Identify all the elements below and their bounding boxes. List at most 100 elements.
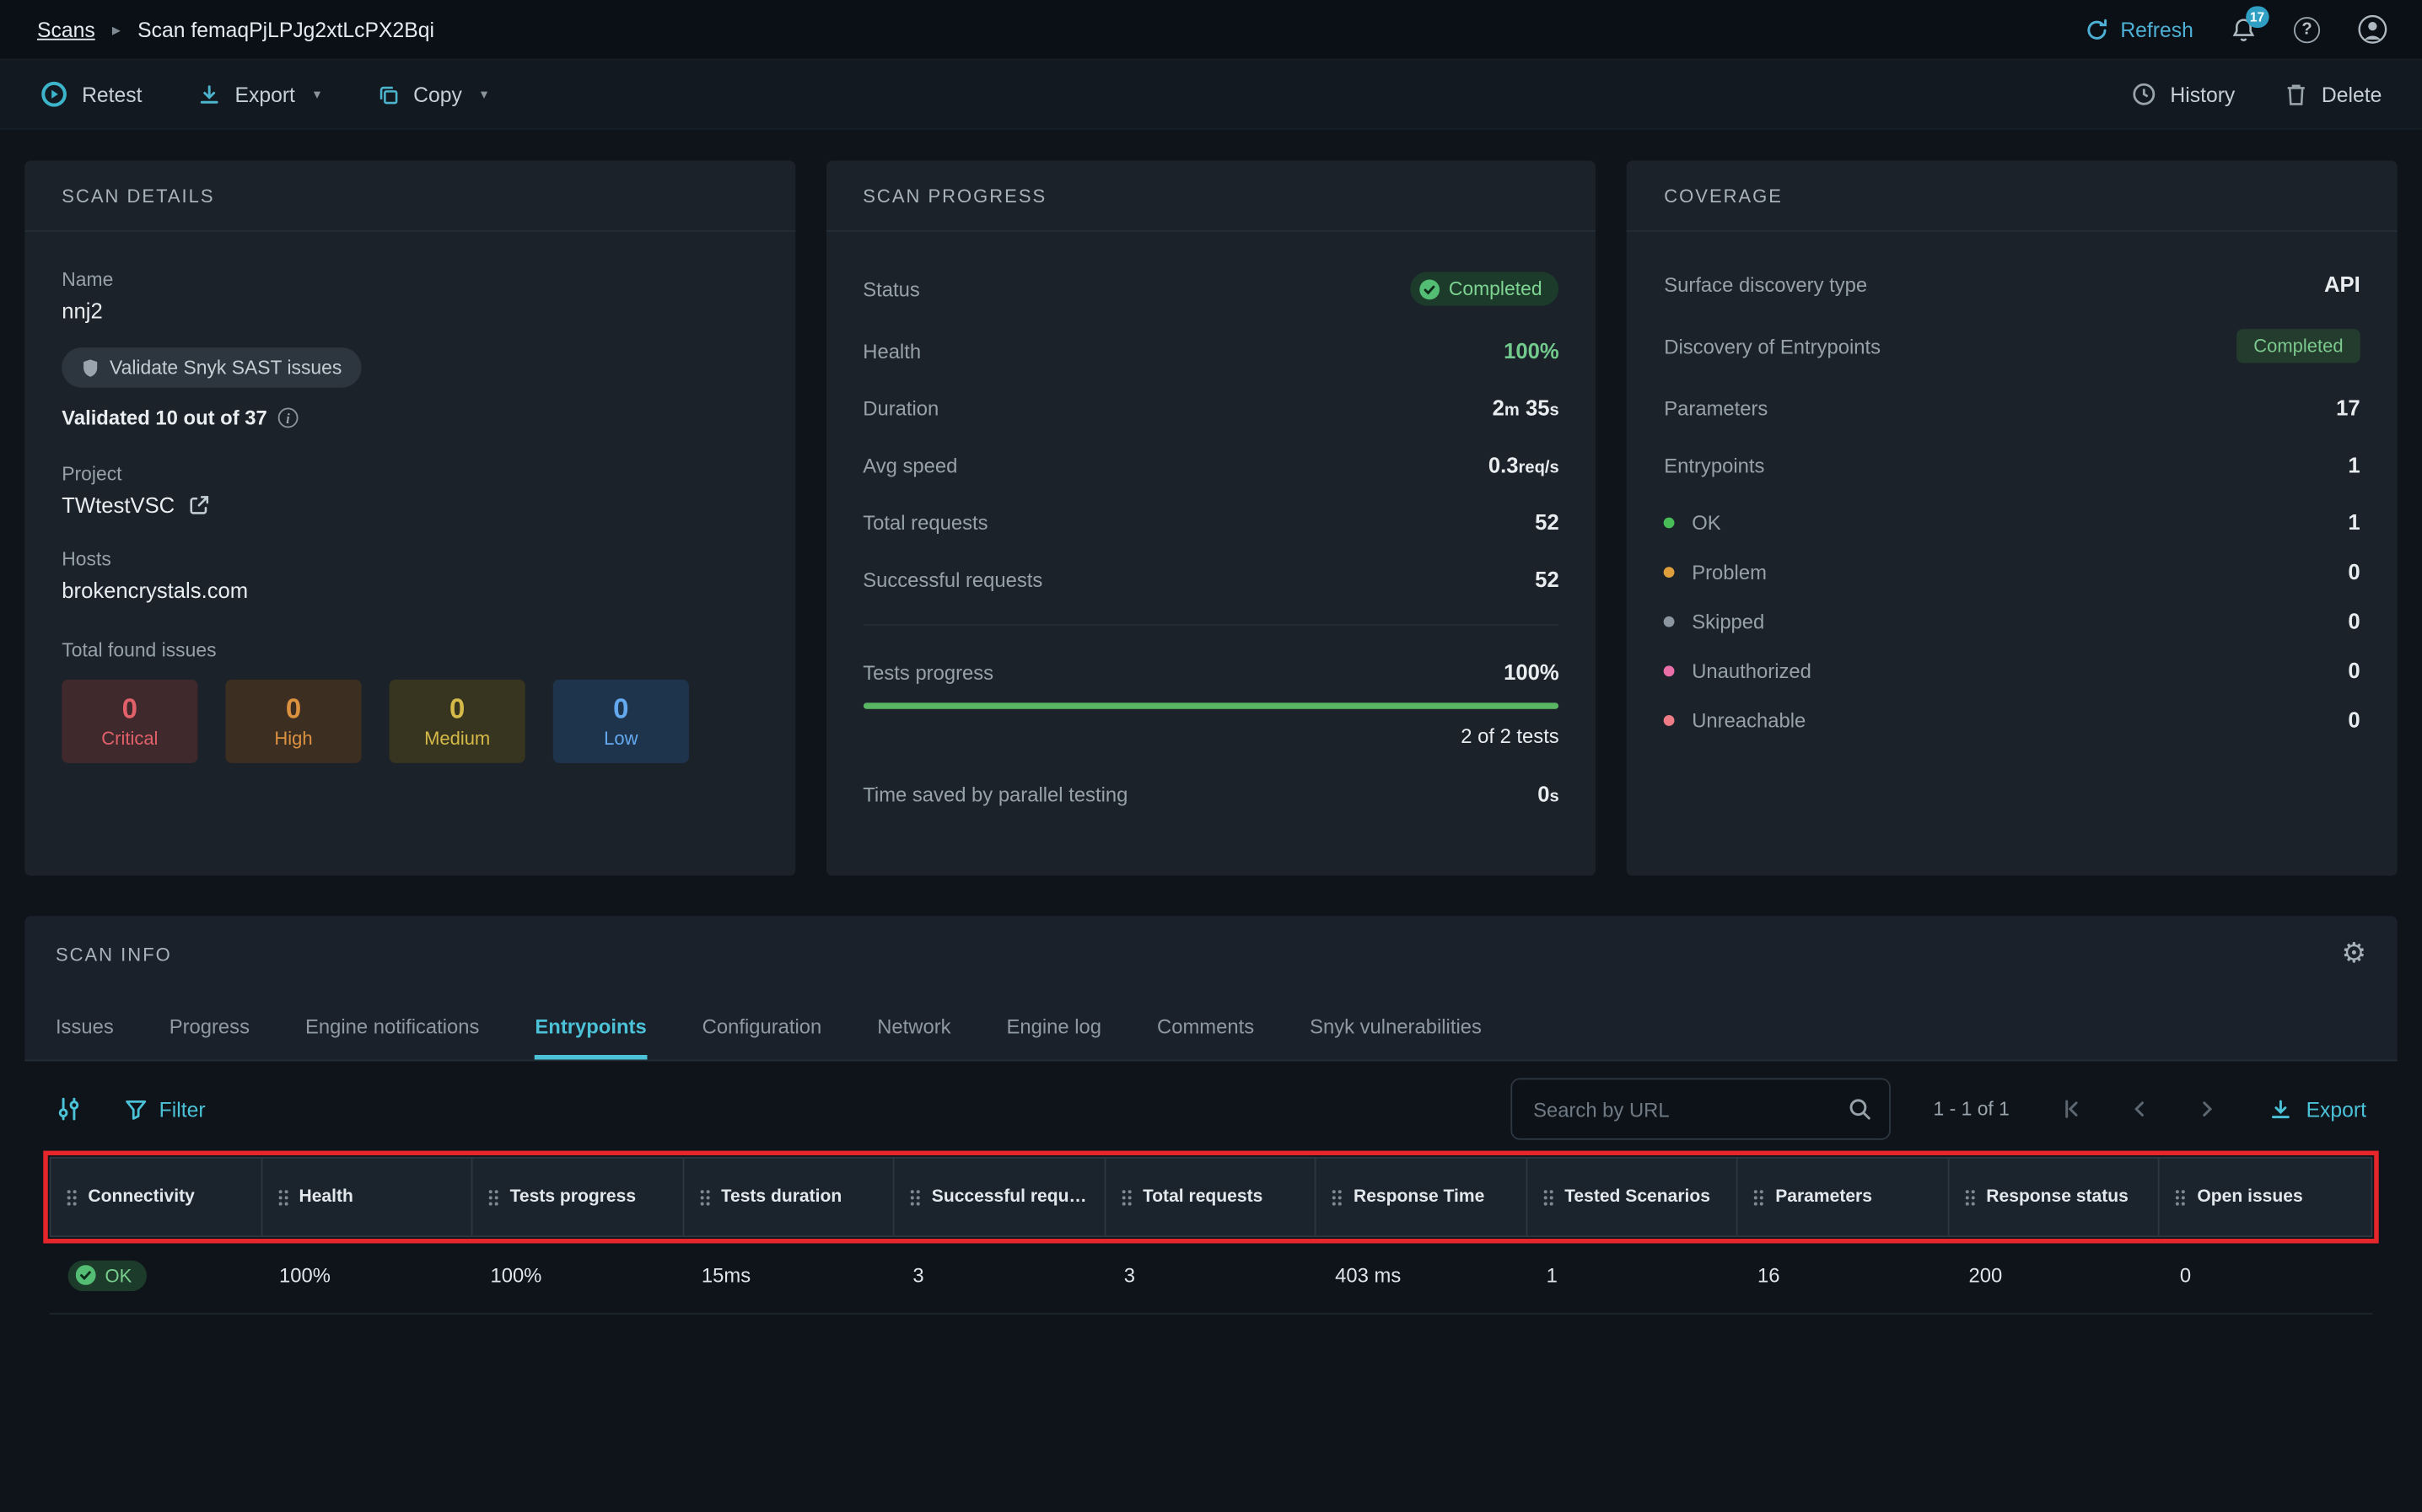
drag-handle-icon[interactable]: [910, 1188, 921, 1205]
copy-icon: [376, 83, 399, 105]
snyk-badge-label: Validate Snyk SAST issues: [110, 357, 342, 379]
drag-handle-icon[interactable]: [277, 1188, 288, 1205]
info-icon[interactable]: i: [277, 407, 299, 428]
cell-total-requests: 3: [1123, 1263, 1135, 1287]
column-header-parameters[interactable]: Parameters: [1738, 1158, 1950, 1236]
column-header-connectivity[interactable]: Connectivity: [51, 1158, 262, 1236]
connectivity-value: OK: [105, 1264, 132, 1286]
avg-speed-value: 0.3req/s: [1488, 452, 1559, 477]
chevron-down-icon: ▾: [480, 85, 488, 101]
tab-engine-notifications[interactable]: Engine notifications: [304, 1014, 480, 1038]
time-saved-row: Time saved by parallel testing 0s: [863, 782, 1558, 806]
scan-details-title: SCAN DETAILS: [24, 160, 795, 232]
next-page-button[interactable]: [2195, 1096, 2220, 1121]
validated-count: Validated 10 out of 37 i: [62, 406, 757, 429]
critical-label: Critical: [101, 727, 159, 750]
health-value: 100%: [1504, 338, 1559, 363]
cell-connectivity: OK: [50, 1259, 261, 1291]
status-value: Completed: [1448, 277, 1542, 300]
table-header-row: Connectivity Health Tests progress Tests…: [43, 1150, 2379, 1244]
column-header-tests-duration[interactable]: Tests duration: [684, 1158, 895, 1236]
help-button[interactable]: ?: [2293, 16, 2321, 43]
tab-issues[interactable]: Issues: [55, 1014, 114, 1038]
history-button[interactable]: History: [2132, 82, 2235, 106]
successful-requests-label: Successful requests: [863, 568, 1043, 591]
tab-network[interactable]: Network: [877, 1014, 951, 1038]
scan-progress-card: SCAN PROGRESS Status Completed Health 10…: [826, 160, 1596, 876]
unauthorized-dot-icon: [1664, 665, 1676, 676]
tab-comments[interactable]: Comments: [1157, 1014, 1255, 1038]
status-problem-row: Problem 0: [1664, 559, 2360, 584]
severity-medium-box[interactable]: 0 Medium: [389, 679, 525, 763]
drag-handle-icon[interactable]: [1121, 1188, 1132, 1205]
drag-handle-icon[interactable]: [1754, 1188, 1765, 1205]
cell-parameters: 16: [1757, 1263, 1780, 1287]
first-page-button[interactable]: [2059, 1096, 2084, 1121]
drag-handle-icon[interactable]: [699, 1188, 710, 1205]
column-header-tested-scenarios[interactable]: Tested Scenarios: [1527, 1158, 1739, 1236]
tab-progress[interactable]: Progress: [169, 1014, 250, 1038]
skipped-label: Skipped: [1692, 609, 1765, 633]
table-row[interactable]: OK 100% 100% 15ms 3 3 403 ms 1 16 200 0: [49, 1237, 2373, 1315]
column-header-total-requests[interactable]: Total requests: [1106, 1158, 1317, 1236]
shield-icon: [82, 358, 99, 378]
severity-high-box[interactable]: 0 High: [225, 679, 362, 763]
user-avatar[interactable]: [2357, 13, 2388, 45]
chevron-right-icon: ▸: [111, 20, 121, 40]
column-header-open-issues[interactable]: Open issues: [2160, 1159, 2371, 1236]
table-export-button[interactable]: Export: [2269, 1097, 2366, 1121]
column-header-response-status[interactable]: Response status: [1949, 1158, 2161, 1236]
copy-dropdown-button[interactable]: Copy ▾: [376, 83, 487, 105]
drag-handle-icon[interactable]: [67, 1188, 78, 1205]
column-header-tests-progress[interactable]: Tests progress: [473, 1158, 684, 1236]
retest-button[interactable]: Retest: [40, 80, 143, 108]
duration-row: Duration 2m 35s: [863, 395, 1558, 420]
drag-handle-icon[interactable]: [488, 1188, 499, 1205]
column-header-successful-requests[interactable]: Successful requests: [895, 1158, 1106, 1236]
filter-button[interactable]: Filter: [125, 1097, 206, 1121]
drag-handle-icon[interactable]: [2176, 1188, 2187, 1205]
chevron-down-icon: ▾: [313, 85, 321, 101]
delete-label: Delete: [2321, 82, 2382, 106]
search-icon[interactable]: [1847, 1096, 1871, 1121]
column-header-health[interactable]: Health: [262, 1158, 473, 1236]
tab-configuration[interactable]: Configuration: [702, 1014, 822, 1038]
tab-entrypoints[interactable]: Entrypoints: [535, 993, 647, 1060]
refresh-button[interactable]: Refresh: [2085, 18, 2193, 41]
check-circle-icon: [1419, 278, 1440, 299]
external-link-icon[interactable]: [189, 494, 211, 516]
unreachable-label: Unreachable: [1692, 708, 1806, 732]
download-icon: [2269, 1097, 2292, 1120]
duration-value: 2m 35s: [1492, 395, 1559, 421]
problem-label: Problem: [1692, 559, 1767, 584]
successful-requests-value: 52: [1535, 567, 1559, 592]
surface-type-label: Surface discovery type: [1664, 272, 1868, 296]
tab-snyk-vulnerabilities[interactable]: Snyk vulnerabilities: [1310, 1014, 1482, 1038]
delete-button[interactable]: Delete: [2285, 82, 2382, 106]
severity-critical-box[interactable]: 0 Critical: [62, 679, 198, 763]
filter-label: Filter: [159, 1097, 206, 1121]
top-bar: Scans ▸ Scan femaqPjLPJg2xtLcPX2Bqi Refr…: [0, 0, 2422, 59]
cell-open-issues: 0: [2179, 1263, 2192, 1287]
severity-low-box[interactable]: 0 Low: [552, 679, 689, 763]
previous-page-button[interactable]: [2127, 1096, 2151, 1121]
health-row: Health 100%: [863, 338, 1558, 363]
retest-label: Retest: [82, 82, 143, 106]
drag-handle-icon[interactable]: [1542, 1188, 1553, 1205]
time-saved-label: Time saved by parallel testing: [863, 782, 1128, 806]
search-input[interactable]: [1510, 1078, 1891, 1140]
settings-gear-icon[interactable]: ⚙: [2341, 937, 2367, 971]
export-dropdown-button[interactable]: Export ▾: [198, 83, 321, 105]
top-bar-actions: Refresh 17 ?: [2085, 5, 2388, 45]
notifications-button[interactable]: 17: [2231, 5, 2269, 42]
column-header-response-time[interactable]: Response Time: [1316, 1158, 1528, 1236]
copy-label: Copy: [413, 82, 462, 106]
drag-handle-icon[interactable]: [1332, 1188, 1343, 1205]
discovery-row: Discovery of Entrypoints Completed: [1664, 329, 2360, 363]
tab-engine-log[interactable]: Engine log: [1006, 1014, 1102, 1038]
breadcrumb-scans-link[interactable]: Scans: [36, 18, 95, 41]
column-settings-button[interactable]: [56, 1096, 82, 1121]
drag-handle-icon[interactable]: [1965, 1188, 1976, 1205]
unauthorized-value: 0: [2348, 658, 2360, 683]
name-field: Name nnj2: [62, 269, 757, 323]
